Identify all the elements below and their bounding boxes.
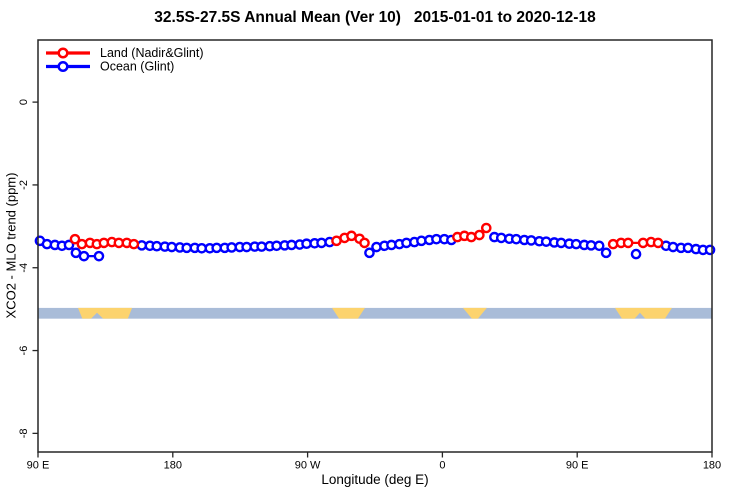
x-tick-label: 90 E	[27, 460, 50, 472]
chart-title: 32.5S-27.5S Annual Mean (Ver 10) 2015-01…	[154, 9, 596, 26]
data-point	[600, 247, 612, 259]
legend-label: Ocean (Glint)	[100, 60, 174, 74]
data-point	[704, 244, 716, 256]
land-patch	[614, 307, 673, 319]
legend: Land (Nadir&Glint)Ocean (Glint)	[46, 46, 204, 74]
data-point	[78, 250, 90, 262]
data-series	[34, 222, 716, 262]
data-point	[480, 222, 492, 234]
land-patch	[462, 307, 487, 319]
data-point	[474, 229, 485, 241]
y-axis-label: XCO2 - MLO trend (ppm)	[3, 172, 19, 319]
x-tick-label: 0	[439, 460, 445, 472]
plot-box	[37, 39, 713, 453]
axis-ticks: 90 E 180 90 W 0 90 E 180 0 -2 -4 -6 -8	[18, 99, 721, 471]
surface-type-band	[38, 307, 712, 319]
legend-marker	[57, 60, 69, 73]
data-point	[93, 250, 105, 262]
x-tick-label: 180	[703, 460, 721, 472]
y-tick-label: -2	[18, 180, 30, 190]
data-point	[622, 237, 634, 249]
data-point	[359, 237, 370, 249]
data-point	[76, 238, 88, 250]
data-point	[63, 239, 75, 251]
x-tick-label: 180	[164, 460, 182, 472]
data-point	[652, 237, 664, 249]
legend-label: Land (Nadir&Glint)	[100, 46, 204, 60]
data-point	[128, 238, 140, 250]
y-tick-label: -4	[18, 263, 30, 273]
land-patch	[77, 307, 133, 319]
data-point	[69, 233, 81, 245]
land-patch	[332, 307, 365, 319]
ocean-band	[38, 307, 712, 319]
legend-marker	[57, 47, 69, 59]
x-axis-label: Longitude (deg E)	[321, 472, 429, 487]
x-tick-label: 90 E	[566, 460, 589, 472]
y-tick-label: 0	[18, 99, 30, 105]
data-point	[364, 247, 375, 259]
data-point	[630, 248, 642, 260]
y-tick-label: -6	[18, 346, 30, 356]
y-tick-label: -8	[18, 428, 30, 438]
data-point	[593, 240, 605, 252]
x-tick-label: 90 W	[295, 460, 321, 472]
